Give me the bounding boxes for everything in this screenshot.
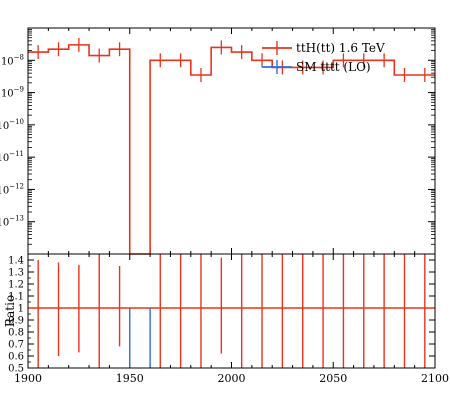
y-tick-label: 10−11 xyxy=(0,150,24,164)
legend-label: SM tttt (LO) xyxy=(296,60,371,74)
ratio-y-tick-label: 0.6 xyxy=(8,352,24,363)
legend-label: ttH(tt) 1.6 TeV xyxy=(296,41,385,55)
ratio-axis-label: Ratio xyxy=(3,295,17,327)
y-tick-label: 10−10 xyxy=(0,118,24,132)
x-tick-label: 2100 xyxy=(421,372,449,385)
ratio-y-tick-label: 1.2 xyxy=(8,280,24,291)
y-tick-label: 10−9 xyxy=(1,86,24,100)
ratio-y-tick-label: 0.8 xyxy=(8,328,24,339)
y-tick-label: 10−13 xyxy=(0,215,24,229)
series-histogram-ttH xyxy=(28,44,435,255)
y-tick-label: 10−8 xyxy=(1,53,24,67)
ratio-y-tick-label: 1.1 xyxy=(8,292,24,303)
x-tick-label: 1950 xyxy=(116,372,144,385)
ratio-y-tick-label: 0.7 xyxy=(8,340,24,351)
ratio-y-tick-label: 0.5 xyxy=(8,364,24,375)
ratio-y-tick-label: 1 xyxy=(18,304,24,315)
ratio-plot-frame xyxy=(27,253,436,369)
ratio-y-tick-label: 1.3 xyxy=(8,268,24,279)
x-tick-label: 2000 xyxy=(218,372,246,385)
ratio-y-tick-label: 1.4 xyxy=(8,256,24,267)
ratio-y-tick-label: 0.9 xyxy=(8,316,24,327)
main-panel: 10−8 10−9 10−10 10−11 10−12 10−13 xyxy=(0,28,436,255)
legend: ttH(tt) 1.6 TeV SM tttt (LO) xyxy=(262,41,385,74)
x-tick-label: 2050 xyxy=(319,372,347,385)
y-tick-label: 10−12 xyxy=(0,182,24,196)
x-tick-label: 1900 xyxy=(14,372,42,385)
main-plot-frame xyxy=(27,27,436,255)
